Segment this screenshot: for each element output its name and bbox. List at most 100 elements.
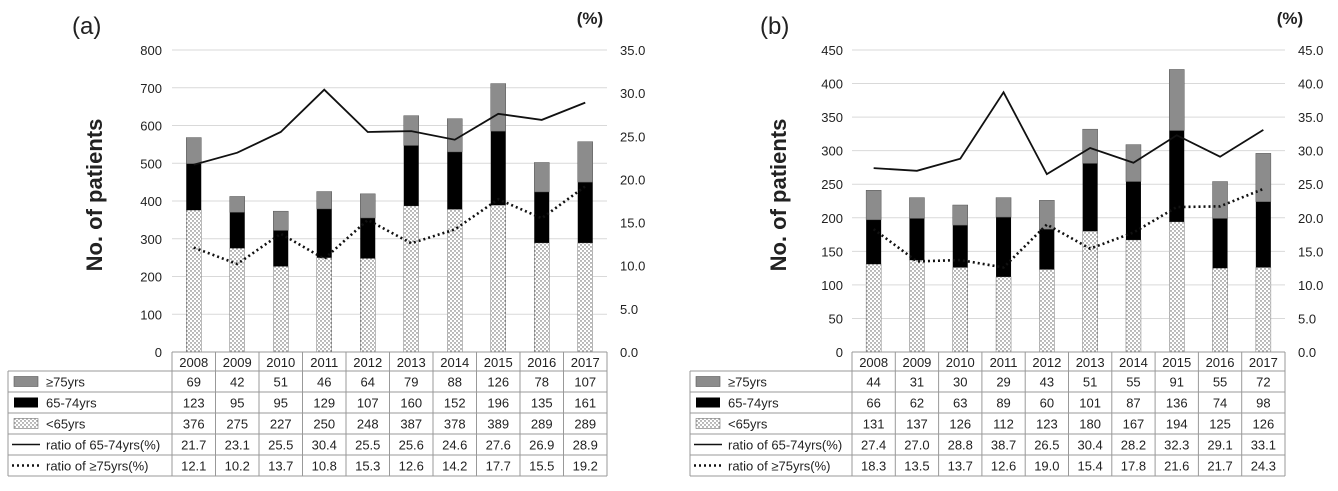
table-cell: 74 (1213, 396, 1227, 411)
table-cell: 12.6 (399, 459, 424, 474)
y-tick-label: 100 (821, 278, 843, 293)
bar-65-74 (1125, 181, 1141, 240)
legend-key-above75 (695, 376, 721, 387)
table-cell: 28.2 (1121, 438, 1146, 453)
table-cell: 18.3 (861, 459, 886, 474)
y2-tick-label: 0.0 (620, 345, 638, 360)
x-tick-label: 2008 (179, 355, 208, 370)
table-cell: 387 (400, 417, 422, 432)
legend-key-65-74 (696, 397, 720, 408)
legend-label: ≥75yrs (46, 375, 85, 390)
x-tick-label: 2014 (1119, 355, 1148, 370)
table-cell: 107 (357, 396, 379, 411)
table-cell: 33.1 (1251, 438, 1276, 453)
table-cell: 95 (274, 396, 288, 411)
y-tick-label: 150 (821, 244, 843, 259)
bar-65-74 (447, 151, 463, 210)
table-cell: 26.9 (529, 438, 554, 453)
x-tick-label: 2013 (397, 355, 426, 370)
table-cell: 107 (574, 375, 596, 390)
table-cell: 129 (313, 396, 335, 411)
table-cell: 167 (1123, 417, 1145, 432)
y-tick-label: 350 (821, 110, 843, 125)
table-cell: 24.3 (1251, 459, 1276, 474)
bar-under65 (1255, 267, 1272, 353)
bar-under65 (534, 242, 550, 353)
table-cell: 51 (1083, 375, 1097, 390)
y2-tick-label: 25.0 (1298, 177, 1323, 192)
legend-label: ≥75yrs (728, 375, 767, 390)
table-cell: 28.9 (573, 438, 598, 453)
bar-above75 (1255, 153, 1272, 202)
table-cell: 63 (953, 396, 967, 411)
y-tick-label: 50 (829, 311, 843, 326)
table-cell: 25.5 (355, 438, 380, 453)
legend-label: <65yrs (728, 417, 768, 432)
bar-under65 (316, 257, 332, 353)
y2-tick-label: 30.0 (1298, 144, 1323, 159)
table-cell: 69 (187, 375, 201, 390)
bar-above75 (909, 197, 925, 219)
table-cell: 275 (226, 417, 248, 432)
table-cell: 26.5 (1034, 438, 1059, 453)
table-cell: 19.0 (1034, 459, 1059, 474)
bar-under65 (952, 267, 968, 353)
table-cell: 135 (531, 396, 553, 411)
y2-tick-label: 15.0 (620, 216, 645, 231)
y2-tick-label: 20.0 (1298, 211, 1323, 226)
table-cell: 78 (535, 375, 549, 390)
y-tick-label: 300 (821, 144, 843, 159)
y-tick-label: 200 (140, 270, 162, 285)
table-cell: 25.5 (268, 438, 293, 453)
table-cell: 46 (317, 375, 331, 390)
bar-65-74 (909, 218, 925, 261)
x-tick-label: 2011 (990, 355, 1018, 370)
y2-tick-label: 40.0 (1298, 77, 1323, 92)
table-cell: 55 (1126, 375, 1140, 390)
y-axis-title: No. of patients (766, 119, 791, 272)
bar-under65 (360, 258, 376, 353)
table-cell: 12.1 (181, 459, 206, 474)
bar-65-74 (1082, 163, 1098, 232)
y2-axis-label: (%) (1277, 9, 1303, 28)
table-cell: 376 (183, 417, 205, 432)
panel-label: (b) (760, 13, 789, 40)
table-cell: 21.7 (1207, 459, 1232, 474)
table-cell: 29.1 (1207, 438, 1232, 453)
legend-key-above75 (13, 376, 39, 387)
table-cell: 23.1 (225, 438, 250, 453)
table-cell: 30.4 (312, 438, 337, 453)
bar-65-74 (273, 230, 289, 267)
x-tick-label: 2015 (1162, 355, 1191, 370)
legend-label: 65-74yrs (728, 396, 779, 411)
y2-tick-label: 45.0 (1298, 43, 1323, 58)
table-cell: 29 (996, 375, 1010, 390)
legend-key-under65 (13, 418, 39, 429)
y2-tick-label: 35.0 (620, 43, 645, 58)
bar-above75 (952, 204, 968, 226)
table-cell: 126 (487, 375, 509, 390)
y-tick-label: 0 (155, 345, 162, 360)
table-cell: 125 (1209, 417, 1231, 432)
bar-under65 (1125, 239, 1142, 353)
bar-65-74 (1255, 201, 1271, 268)
y2-tick-label: 15.0 (1298, 244, 1323, 259)
bar-above75 (316, 191, 332, 210)
bar-above75 (1169, 69, 1185, 131)
x-tick-label: 2017 (1249, 355, 1278, 370)
table-cell: 72 (1256, 375, 1270, 390)
table-cell: 15.3 (355, 459, 380, 474)
table-cell: 137 (906, 417, 928, 432)
x-tick-label: 2009 (223, 355, 252, 370)
table-cell: 31 (910, 375, 924, 390)
table-cell: 43 (1040, 375, 1054, 390)
line-ratio-above75 (193, 185, 587, 266)
table-cell: 88 (448, 375, 462, 390)
y-tick-label: 700 (140, 81, 162, 96)
table-cell: 180 (1079, 417, 1101, 432)
table-cell: 14.2 (442, 459, 467, 474)
table-cell: 378 (444, 417, 466, 432)
y-tick-label: 300 (140, 232, 162, 247)
table-cell: 10.2 (225, 459, 250, 474)
x-tick-label: 2013 (1076, 355, 1105, 370)
